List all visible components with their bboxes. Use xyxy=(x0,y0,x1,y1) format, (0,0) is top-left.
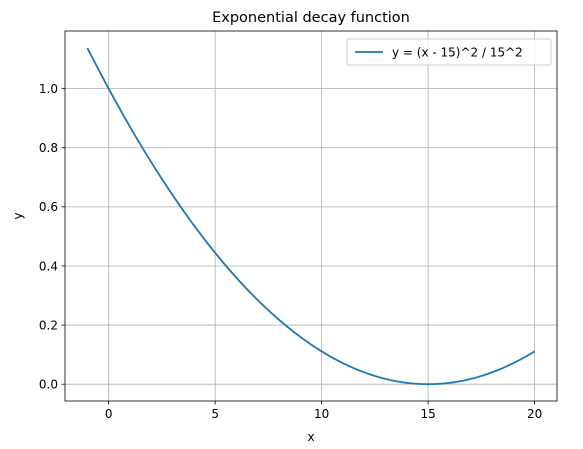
x-tick-label: 10 xyxy=(314,407,329,421)
x-axis-ticks: 0 5 10 15 20 xyxy=(105,401,542,421)
legend-box xyxy=(346,38,552,66)
x-tick-label: 5 xyxy=(211,407,219,421)
y-axis-label: y xyxy=(11,212,25,219)
x-tick-label: 15 xyxy=(421,407,436,421)
grid xyxy=(65,31,557,401)
y-tick-label: 0.0 xyxy=(39,377,58,391)
legend: y = (x - 15)^2 / 15^2 xyxy=(346,38,552,66)
legend-label: y = (x - 15)^2 / 15^2 xyxy=(392,45,523,59)
x-tick-label: 0 xyxy=(105,407,113,421)
series-layer xyxy=(86,47,536,386)
x-tick-label: 20 xyxy=(527,407,542,421)
plot-area-frame xyxy=(64,30,558,402)
y-axis-ticks: 0.0 0.2 0.4 0.6 0.8 1.0 xyxy=(39,82,65,391)
chart-title: Exponential decay function xyxy=(212,10,410,26)
y-tick-label: 0.8 xyxy=(39,141,58,155)
x-axis-label: x xyxy=(307,430,314,444)
y-tick-label: 1.0 xyxy=(39,82,58,96)
y-tick-label: 0.4 xyxy=(39,259,58,273)
y-tick-label: 0.6 xyxy=(39,200,58,214)
series-line xyxy=(86,47,536,386)
y-tick-label: 0.2 xyxy=(39,318,58,332)
